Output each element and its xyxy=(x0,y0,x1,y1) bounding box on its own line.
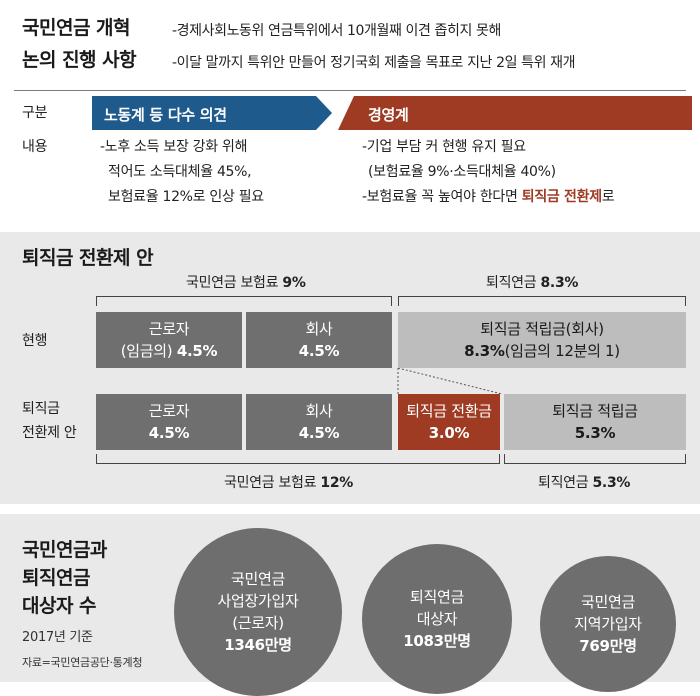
row2-label-line1: 퇴직금 xyxy=(22,401,60,417)
row1-worker-box: 근로자 (임금의) 4.5% xyxy=(96,312,242,368)
row1-severance-title: 퇴직금 적립금(회사) xyxy=(480,320,604,338)
reform-section: 국민연금 개혁 논의 진행 사항 -경제사회노동위 연금특위에서 10개월째 이… xyxy=(0,0,700,222)
labor-line-2: 적어도 소득대체율 45%, xyxy=(108,164,252,180)
labor-line-3: 보험료율 12%로 인상 필요 xyxy=(108,189,264,205)
row2-company-value: 4.5% xyxy=(298,424,340,442)
row1-company-value: 4.5% xyxy=(298,342,340,360)
row2-conversion-title: 퇴직금 전환금 xyxy=(406,402,492,420)
row1-worker-title: 근로자 xyxy=(148,320,190,338)
row2-severance-box: 퇴직금 적립금 5.3% xyxy=(504,394,686,450)
row2-severance-value: 5.3% xyxy=(574,424,616,442)
circle-2-line-2: 대상자 xyxy=(416,610,458,628)
row1-worker-prefix: (임금의) xyxy=(120,342,177,360)
top-left-label-value: 9% xyxy=(282,275,306,291)
labor-band xyxy=(92,96,332,130)
members-title-line2: 퇴직연금 xyxy=(22,567,90,589)
members-section: 국민연금과 퇴직연금 대상자 수 2017년 기준 자료=국민연금공단·통계청 … xyxy=(0,514,700,696)
circle-1-line-3: (근로자) xyxy=(232,614,284,632)
row1-worker-value: 4.5% xyxy=(176,342,218,360)
plan-section: 퇴직금 전환제 안 국민연금 보험료 9% 퇴직연금 8.3% 현행 근로자 (… xyxy=(0,232,700,504)
row1-severance-value: 8.3% xyxy=(464,342,505,360)
members-basis: 2017년 기준 xyxy=(22,630,93,645)
top-left-label: 국민연금 보험료 9% xyxy=(186,272,306,294)
biz-line-3-post: 로 xyxy=(601,189,615,205)
circle-2-line-1: 퇴직연금 xyxy=(409,588,464,606)
top-right-bracket xyxy=(398,296,686,306)
bottom-left-label: 국민연금 보험료 12% xyxy=(224,472,353,494)
circle-retirement-pension: 퇴직연금 대상자 1083만명 xyxy=(362,544,512,694)
row1-severance-box: 퇴직금 적립금(회사) 8.3%(임금의 12분의 1) xyxy=(398,312,686,368)
top-right-label-value: 8.3% xyxy=(540,275,579,291)
circle-1-line-1: 국민연금 xyxy=(230,570,285,588)
labor-header: 노동계 등 다수 의견 xyxy=(104,106,227,124)
row2-label-line2: 전환제 안 xyxy=(22,425,77,441)
reform-note-1: -경제사회노동위 연금특위에서 10개월째 이견 좁히지 못해 xyxy=(172,23,501,39)
separator xyxy=(0,222,700,232)
circle-regional-members: 국민연금 지역가입자 769만명 xyxy=(540,556,676,692)
circle-workplace-members: 국민연금 사업장가입자 (근로자) 1346만명 xyxy=(174,528,342,696)
biz-line-1: -기업 부담 커 현행 유지 필요 xyxy=(362,139,526,155)
row-label: 내용 xyxy=(22,139,48,155)
bottom-right-label: 퇴직연금 5.3% xyxy=(538,472,630,494)
row2-conversion-box: 퇴직금 전환금 3.0% xyxy=(398,394,500,450)
reform-title-line1: 국민연금 개혁 xyxy=(22,17,131,39)
biz-line-2: (보험료율 9%·소득대체율 40%) xyxy=(368,164,556,180)
bottom-left-label-text: 국민연금 보험료 xyxy=(224,475,321,491)
biz-header: 경영계 xyxy=(368,106,409,124)
biz-line-3: -보험료율 꼭 높여야 한다면 퇴직금 전환제로 xyxy=(362,186,615,208)
members-title-line3: 대상자 수 xyxy=(22,595,97,617)
circle-1-value: 1346만명 xyxy=(224,636,292,654)
biz-line-3-pre: -보험료율 꼭 높여야 한다면 xyxy=(362,189,522,205)
bottom-right-bracket xyxy=(504,454,686,464)
circle-2-value: 1083만명 xyxy=(403,632,471,650)
members-source: 자료=국민연금공단·통계청 xyxy=(22,656,143,669)
row1-label: 현행 xyxy=(22,333,48,349)
members-title-line1: 국민연금과 xyxy=(22,539,107,561)
connector-right xyxy=(397,368,503,394)
header-bands xyxy=(92,96,692,130)
bottom-right-label-text: 퇴직연금 xyxy=(538,475,593,491)
col-header-label: 구분 xyxy=(22,105,48,121)
connector-lines xyxy=(397,368,503,394)
bottom-right-label-value: 5.3% xyxy=(592,475,631,491)
row1-severance-suffix: (임금의 12분의 1) xyxy=(504,342,621,360)
separator xyxy=(0,504,700,514)
top-right-label: 퇴직연금 8.3% xyxy=(486,272,578,294)
circle-3-line-1: 국민연금 xyxy=(580,593,635,611)
row2-company-title: 회사 xyxy=(305,402,333,420)
biz-band xyxy=(338,96,692,130)
circle-1-line-2: 사업장가입자 xyxy=(217,592,299,610)
row2-company-box: 회사 4.5% xyxy=(246,394,392,450)
divider xyxy=(14,90,686,91)
row2-worker-box: 근로자 4.5% xyxy=(96,394,242,450)
row2-worker-title: 근로자 xyxy=(148,402,190,420)
biz-line-3-emphasis: 퇴직금 전환제 xyxy=(521,189,602,205)
row2-conversion-value: 3.0% xyxy=(428,424,470,442)
labor-line-1: -노후 소득 보장 강화 위해 xyxy=(100,139,248,155)
top-right-label-text: 퇴직연금 xyxy=(486,275,541,291)
reform-note-2: -이달 말까지 특위안 만들어 정기국회 제출을 목표로 지난 2일 특위 재개 xyxy=(172,55,576,71)
bottom-left-label-value: 12% xyxy=(320,475,353,491)
top-left-label-text: 국민연금 보험료 xyxy=(186,275,283,291)
row1-severance-value-line: 8.3%(임금의 12분의 1) xyxy=(464,340,620,362)
plan-title: 퇴직금 전환제 안 xyxy=(22,247,154,269)
circle-3-line-2: 지역가입자 xyxy=(574,615,642,633)
bottom-left-bracket xyxy=(96,454,500,464)
top-left-bracket xyxy=(96,296,392,306)
row1-company-title: 회사 xyxy=(305,320,333,338)
circle-3-value: 769만명 xyxy=(579,637,637,655)
row2-worker-value: 4.5% xyxy=(148,424,190,442)
reform-title-line2: 논의 진행 사항 xyxy=(22,49,137,71)
row1-company-box: 회사 4.5% xyxy=(246,312,392,368)
row2-severance-title: 퇴직금 적립금 xyxy=(552,402,638,420)
row1-worker-value-line: (임금의) 4.5% xyxy=(120,340,218,362)
